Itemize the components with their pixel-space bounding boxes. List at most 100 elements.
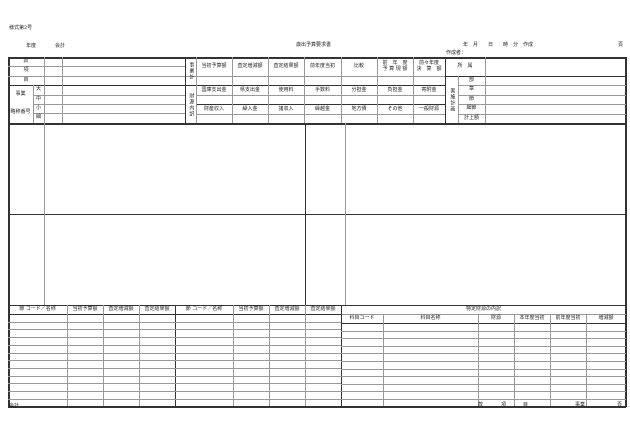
rule-line (196, 114, 445, 115)
chu-label: 中 (35, 95, 41, 102)
rule-line (8, 337, 341, 338)
bottom-left-col-header: 査定増減額 (108, 305, 134, 312)
zaigen-header: 繰越金 (314, 105, 330, 112)
footer-jigyo: 事業 (575, 402, 586, 408)
kou-label: 項 (23, 67, 29, 74)
rule-line (67, 305, 68, 406)
rule-line (445, 57, 447, 123)
bottom-mid-col-header: 査定結果額 (310, 305, 336, 312)
rule-line (341, 305, 343, 406)
jisshi-item-label: 章 (468, 86, 474, 93)
rule-line (341, 383, 626, 385)
rule-line (478, 314, 479, 406)
jigyokei-col-header: 前々年度 決 算 額 (416, 59, 442, 72)
dai-label: 大 (35, 86, 41, 93)
jigyokei-col-header: 当初予算額 (201, 62, 227, 69)
rule-line (8, 76, 445, 77)
tokutei-col-header: 増減額 (598, 314, 614, 321)
form-number: 様式第2号 (9, 25, 33, 31)
zaigen-header: 寄附金 (421, 86, 437, 93)
rule-line (8, 406, 626, 408)
rule-line (377, 57, 378, 123)
footer-page: 頁 (617, 402, 623, 408)
rule-line (8, 367, 341, 369)
rule-line (8, 305, 626, 307)
tokutei-col-header: 本年度当初 (519, 314, 545, 321)
jigyo-label: 事業 (15, 91, 26, 98)
rule-line (232, 57, 233, 123)
tokutei-col-header: 前年度当初 (555, 314, 581, 321)
author-label: 作成者： (446, 50, 467, 56)
rule-line (44, 123, 45, 306)
jisshi-item-label: 計上額 (463, 114, 479, 121)
rule-line (341, 330, 626, 332)
rule-line (445, 76, 626, 77)
jigyokei-col-header: 査定増減額 (237, 62, 263, 69)
rule-line (413, 57, 414, 123)
rule-line (8, 123, 626, 125)
bottom-mid-col-header: 節 コード／名称 (185, 305, 223, 312)
rule-line (341, 361, 626, 362)
rule-line (8, 391, 341, 392)
rule-line (341, 314, 626, 315)
rule-line (233, 305, 234, 406)
rule-line (62, 57, 63, 123)
rule-line (341, 338, 626, 339)
rule-line (103, 305, 104, 406)
page-label: 頁 (618, 42, 624, 48)
rule-line (33, 95, 185, 96)
rule-line (269, 305, 270, 406)
rule-line (8, 375, 341, 377)
sai-label: 細 (35, 114, 41, 121)
rule-line (8, 57, 10, 407)
jisshi-keikaku-label: 実施計画 (449, 87, 456, 112)
rule-line (341, 323, 626, 324)
rule-line (458, 114, 626, 115)
rule-line (44, 57, 45, 123)
jisshi-item-label: 部 (468, 76, 474, 83)
rule-line (485, 57, 486, 123)
zaigen-header: 手数料 (314, 86, 330, 93)
moku-label: 目 (23, 76, 29, 83)
rule-line (458, 95, 626, 96)
rule-line (586, 314, 587, 406)
bottom-left-col-header: 当初予算額 (72, 305, 98, 312)
rule-line (550, 314, 551, 406)
rule-line (8, 344, 341, 346)
rule-line (33, 85, 34, 123)
rule-line (268, 57, 269, 123)
rule-line (341, 57, 342, 123)
account-label: 会計 (55, 43, 66, 49)
footer-moku: 目 (523, 402, 529, 408)
rule-line (185, 57, 186, 123)
rule-line (8, 57, 626, 59)
rule-line (341, 391, 626, 392)
rule-line (341, 368, 626, 370)
created-datetime: 年 月 日 時 分 作成 (463, 42, 534, 48)
rule-line (8, 214, 626, 215)
meisho-label: 略称番号 (10, 109, 31, 116)
jigyokei-col-header: 比較 (353, 62, 364, 69)
rule-line (8, 398, 341, 400)
zaigen-header: 繰入金 (242, 105, 258, 112)
rule-line (196, 57, 197, 123)
zaigen-header: 分担金 (351, 86, 367, 93)
rule-line (458, 104, 626, 105)
tokutei-title: 特定財源の内訳 (465, 305, 501, 312)
rule-line (8, 321, 341, 323)
tokutei-col-header: 科目コード (349, 314, 375, 321)
kan-label: 款 (23, 57, 29, 64)
footer-kan: 款 (478, 402, 484, 408)
zaigen-header: 県支出金 (239, 86, 260, 93)
rule-line (33, 104, 185, 105)
jisshi-item-label: 節 (468, 95, 474, 102)
tokutei-col-header: 科目名称 (420, 314, 441, 321)
jigyokei-label: 事業計 (188, 62, 195, 80)
sho-label: 小 (35, 104, 41, 111)
rule-line (8, 66, 185, 67)
jigyokei-col-header: 前 年 度 予 算 現 額 (382, 59, 408, 72)
jigyokei-col-header: 査定結果額 (273, 62, 299, 69)
jigyokei-col-header: 前年度当初 (309, 62, 335, 69)
bottom-left-col-header: 査定結果額 (144, 305, 170, 312)
rule-line (175, 305, 177, 406)
